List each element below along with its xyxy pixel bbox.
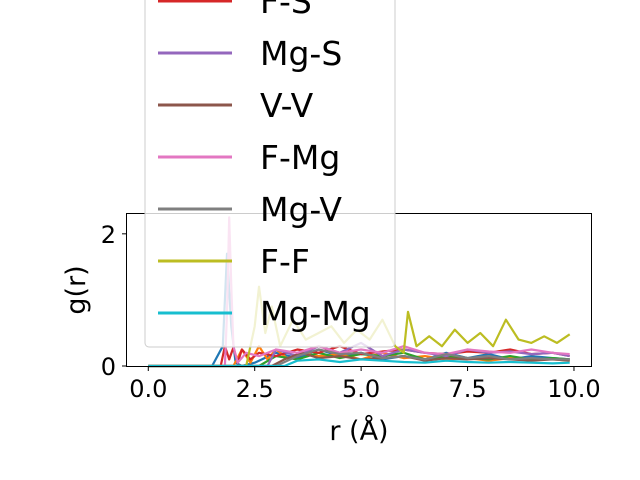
x-tick-label: 0.0 xyxy=(129,375,167,403)
x-tick-label: 7.5 xyxy=(448,375,486,403)
y-tick-label: 2 xyxy=(101,221,116,249)
legend: F-S Mg-S V-V F-Mg Mg-V F-F Mg-Mg xyxy=(144,0,396,348)
x-tick-label: 2.5 xyxy=(236,375,274,403)
legend-label-f-mg: F-Mg xyxy=(260,138,340,177)
legend-label-f-s: F-S xyxy=(260,0,312,21)
series-line-mg-v xyxy=(148,348,570,368)
legend-label-f-f: F-F xyxy=(260,242,310,281)
series-line-mg-mg xyxy=(148,358,570,368)
x-tick-label: 5.0 xyxy=(342,375,380,403)
y-tick-label: 0 xyxy=(101,353,116,381)
legend-label-mg-mg: Mg-Mg xyxy=(260,294,371,333)
legend-label-mg-v: Mg-V xyxy=(260,190,342,229)
legend-label-mg-s: Mg-S xyxy=(260,34,342,73)
y-axis-label: g(r) xyxy=(61,265,92,314)
x-tick-label: 10.0 xyxy=(547,375,600,403)
y-axis-ticks: 02 xyxy=(101,221,127,381)
x-axis-label: r (Å) xyxy=(329,415,388,447)
x-axis-ticks: 0.0 2.5 5.0 7.5 10.0 xyxy=(129,366,601,403)
legend-label-v-v: V-V xyxy=(260,86,314,125)
